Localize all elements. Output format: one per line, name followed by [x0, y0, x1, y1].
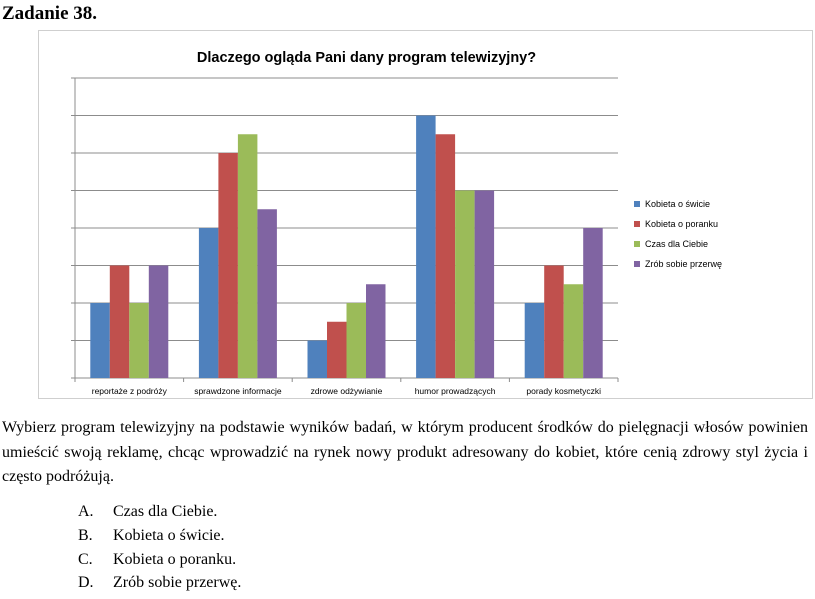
legend-swatch — [634, 221, 640, 227]
bar-2 — [327, 321, 347, 378]
legend-label: Zrób sobie przerwę — [645, 259, 722, 269]
answer-text: Kobieta o świcie. — [113, 526, 225, 544]
bar-1 — [198, 228, 219, 378]
answer-option-b[interactable]: B. Kobieta o świcie. — [78, 524, 241, 548]
answer-letter: D. — [78, 574, 94, 592]
bar-3 — [563, 284, 584, 378]
bar-3 — [129, 303, 149, 378]
bar-2 — [218, 153, 238, 378]
bar-4 — [366, 284, 386, 378]
bar-3 — [346, 303, 366, 378]
category-label: zdrowe odżywianie — [311, 386, 383, 396]
category-label: reportaże z podróży — [92, 386, 168, 396]
chart-title: Dlaczego ogląda Pani dany program telewi… — [197, 50, 536, 66]
bar-chart: Dlaczego ogląda Pani dany program telewi… — [71, 50, 722, 396]
task-title: Zadanie 38. — [2, 3, 98, 24]
bar-4 — [583, 228, 603, 378]
legend-swatch — [634, 201, 640, 207]
bar-1 — [416, 115, 436, 378]
bar-2 — [109, 265, 130, 378]
bar-4 — [257, 209, 277, 378]
answer-list: A. Czas dla Ciebie. B. Kobieta o świcie.… — [78, 500, 241, 595]
answer-text: Czas dla Ciebie. — [113, 503, 218, 520]
legend-label: Czas dla Ciebie — [645, 239, 708, 249]
bar-3 — [455, 190, 475, 378]
chart-frame — [38, 30, 813, 399]
bar-1 — [90, 303, 110, 378]
bar-2 — [435, 134, 456, 378]
answer-option-d[interactable]: D. Zrób sobie przerwę. — [78, 571, 241, 595]
bar-1 — [524, 303, 545, 378]
bar-4 — [474, 190, 495, 378]
bar-2 — [544, 265, 564, 378]
answer-text: Zrób sobie przerwę. — [113, 574, 242, 592]
legend-swatch — [634, 241, 640, 247]
bar-4 — [148, 265, 169, 378]
category-label: humor prowadzących — [415, 386, 496, 396]
answer-letter: C. — [78, 550, 93, 568]
legend-label: Kobieta o poranku — [645, 219, 718, 229]
answer-option-a[interactable]: A. Czas dla Ciebie. — [78, 500, 241, 524]
answer-letter: B. — [78, 526, 93, 544]
answer-option-c[interactable]: C. Kobieta o poranku. — [78, 548, 241, 572]
bar-1 — [307, 340, 327, 378]
category-label: sprawdzone informacje — [194, 386, 282, 396]
category-label: porady kosmetyczki — [526, 386, 601, 396]
bar-3 — [237, 134, 258, 378]
answer-text: Kobieta o poranku. — [113, 550, 237, 568]
question-text: Wybierz program telewizyjny na podstawie… — [2, 419, 808, 485]
legend-label: Kobieta o świcie — [645, 199, 710, 209]
answer-letter: A. — [78, 503, 94, 520]
legend-swatch — [634, 261, 640, 267]
